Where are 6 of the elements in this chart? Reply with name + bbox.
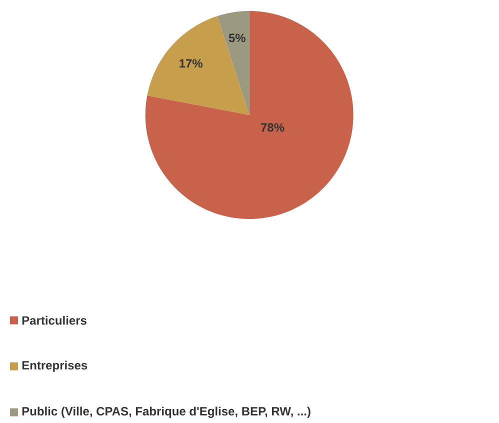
legend-label: Public (Ville, CPAS, Fabrique d'Eglise, BEP, RW, ...) bbox=[22, 406, 310, 418]
data-label: 17% bbox=[180, 59, 203, 68]
data-label: 78% bbox=[261, 123, 284, 132]
legend-label: Particuliers bbox=[22, 316, 86, 325]
legend-label: Entreprises bbox=[22, 360, 88, 372]
data-label: 5% bbox=[228, 34, 246, 42]
